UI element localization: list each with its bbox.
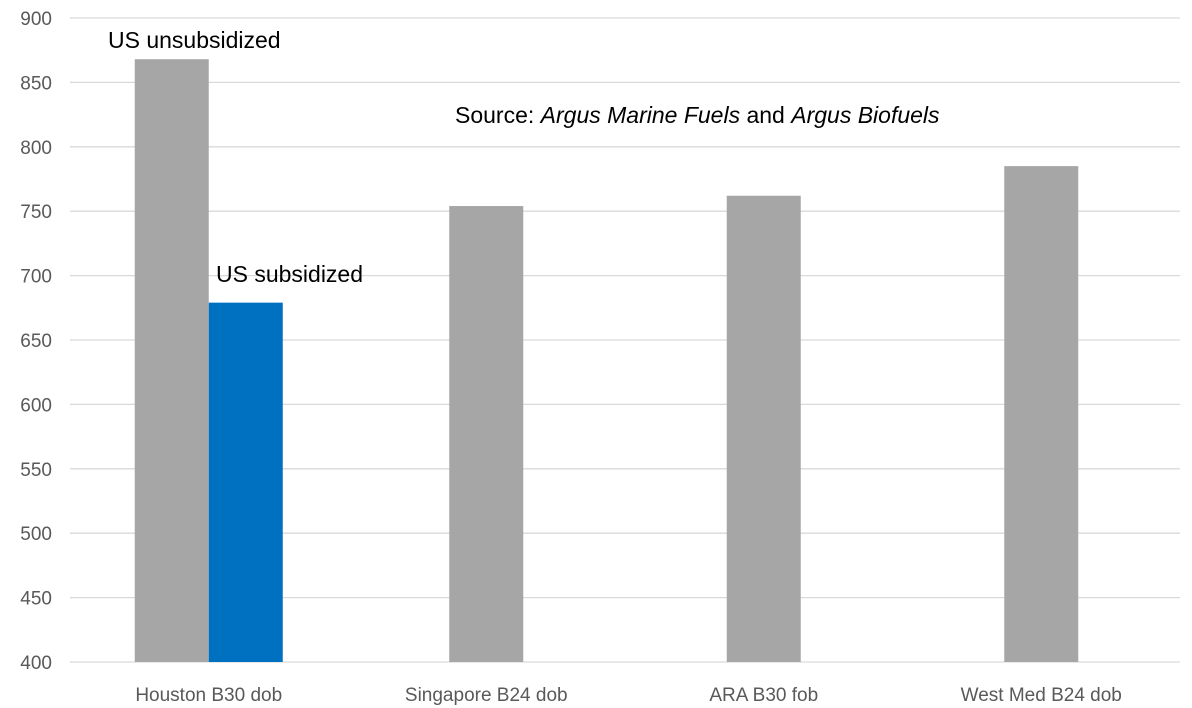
annotation-1: US subsidized — [216, 261, 363, 287]
x-tick-label: Houston B30 dob — [135, 685, 282, 706]
bar-west-med-b24-dob-series-0 — [1004, 166, 1079, 662]
bar-ara-b30-fob-series-0 — [726, 195, 801, 662]
y-tick-label: 800 — [20, 138, 52, 159]
bar-houston-b30-dob-series-1 — [208, 302, 283, 662]
y-tick-label: 500 — [20, 524, 52, 545]
bar-singapore-b24-dob-series-0 — [449, 206, 524, 662]
y-tick-label: 550 — [20, 460, 52, 481]
bars — [134, 59, 1079, 662]
y-tick-label: 700 — [20, 267, 52, 288]
bar-houston-b30-dob-series-0 — [134, 59, 209, 662]
y-tick-label: 750 — [20, 202, 52, 223]
y-tick-label: 600 — [20, 395, 52, 416]
x-tick-label: ARA B30 fob — [709, 685, 818, 706]
annotation-segment: US unsubsidized — [108, 27, 281, 53]
y-tick-label: 450 — [20, 589, 52, 610]
annotation-segment: Argus Biofuels — [789, 102, 940, 128]
y-tick-label: 400 — [20, 653, 52, 674]
annotation-segment: and — [740, 102, 791, 128]
annotation-segment: Source: — [455, 102, 541, 128]
y-tick-label: 850 — [20, 73, 52, 94]
x-axis-tick-labels: Houston B30 dob Singapore B24 dob ARA B30 … — [135, 685, 1122, 706]
y-axis-tick-labels: 400 450 500 550 600 650 700 750 800 850 900 — [20, 9, 52, 674]
annotation-2: Source: Argus Marine Fuels and Argus Bio… — [455, 102, 940, 128]
annotation-0: US unsubsidized — [108, 27, 281, 53]
x-tick-label: West Med B24 dob — [961, 685, 1122, 706]
annotation-segment: Argus Marine Fuels — [539, 102, 741, 128]
y-tick-label: 900 — [20, 9, 52, 30]
x-tick-label: Singapore B24 dob — [405, 685, 568, 706]
y-tick-label: 650 — [20, 331, 52, 352]
annotation-segment: US subsidized — [216, 261, 363, 287]
annotations: US unsubsidized US subsidized Source: Argu… — [108, 27, 940, 287]
